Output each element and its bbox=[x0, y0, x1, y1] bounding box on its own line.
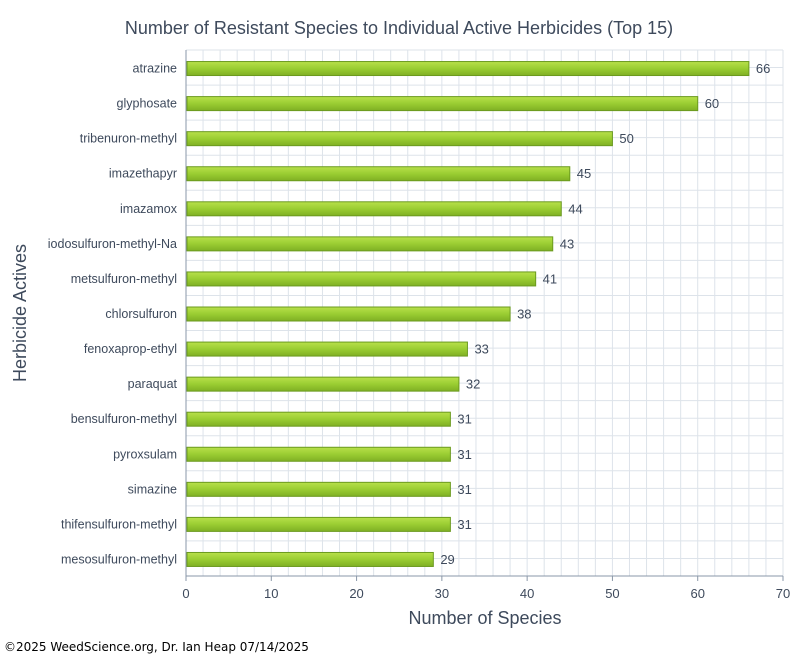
bar-thifensulfuron-methyl bbox=[186, 516, 451, 532]
data-labels: 66 60 50 45 44 43 41 38 33 32 31 31 31 31 29 bbox=[440, 61, 770, 567]
bar-imazamox bbox=[186, 201, 562, 217]
data-label-imazamox: 44 bbox=[568, 201, 582, 216]
category-label-atrazine: atrazine bbox=[133, 62, 178, 76]
category-label-paraquat: paraquat bbox=[128, 377, 178, 391]
bar-simazine bbox=[186, 481, 451, 497]
category-label-metsulfuron-methyl: metsulfuron-methyl bbox=[71, 272, 177, 286]
bar-iodosulfuron-methyl-Na bbox=[186, 236, 554, 252]
data-label-tribenuron-methyl: 50 bbox=[619, 131, 633, 146]
category-label-chlorsulfuron: chlorsulfuron bbox=[105, 307, 177, 321]
x-tick-label: 0 bbox=[182, 586, 189, 601]
bar-fenoxaprop-ethyl bbox=[186, 341, 468, 357]
bar-chlorsulfuron bbox=[186, 306, 511, 322]
data-label-metsulfuron-methyl: 41 bbox=[543, 271, 557, 286]
category-label-imazamox: imazamox bbox=[120, 202, 178, 216]
category-label-bensulfuron-methyl: bensulfuron-methyl bbox=[71, 412, 177, 426]
x-tick-label: 30 bbox=[435, 586, 449, 601]
data-label-atrazine: 66 bbox=[756, 61, 770, 76]
bar-mesosulfuron-methyl bbox=[186, 551, 434, 567]
x-tick-label: 20 bbox=[349, 586, 363, 601]
data-label-fenoxaprop-ethyl: 33 bbox=[474, 342, 488, 357]
x-tick-label: 10 bbox=[264, 586, 278, 601]
category-label-glyphosate: glyphosate bbox=[117, 97, 178, 111]
x-tick-labels: 0 10 20 30 40 50 60 70 bbox=[182, 576, 790, 601]
bars bbox=[186, 61, 750, 567]
category-label-tribenuron-methyl: tribenuron-methyl bbox=[80, 132, 177, 146]
copyright-footer: ©2025 WeedScience.org, Dr. Ian Heap 07/1… bbox=[4, 640, 309, 654]
data-label-paraquat: 32 bbox=[466, 377, 480, 392]
category-label-imazethapyr: imazethapyr bbox=[109, 167, 177, 181]
bar-glyphosate bbox=[186, 96, 699, 112]
data-label-pyroxsulam: 31 bbox=[457, 447, 471, 462]
x-axis-label: Number of Species bbox=[408, 608, 561, 628]
category-label-mesosulfuron-methyl: mesosulfuron-methyl bbox=[61, 552, 177, 566]
category-label-thifensulfuron-methyl: thifensulfuron-methyl bbox=[61, 517, 177, 531]
bar-paraquat bbox=[186, 376, 460, 392]
category-label-iodosulfuron-methyl-Na: iodosulfuron-methyl-Na bbox=[48, 237, 177, 251]
category-label-pyroxsulam: pyroxsulam bbox=[113, 447, 177, 461]
data-label-glyphosate: 60 bbox=[705, 96, 719, 111]
category-label-fenoxaprop-ethyl: fenoxaprop-ethyl bbox=[84, 342, 177, 356]
data-label-simazine: 31 bbox=[457, 482, 471, 497]
bar-pyroxsulam bbox=[186, 446, 451, 462]
bar-bensulfuron-methyl bbox=[186, 411, 451, 427]
data-label-mesosulfuron-methyl: 29 bbox=[440, 552, 454, 567]
chart-title: Number of Resistant Species to Individua… bbox=[125, 18, 673, 38]
category-labels: atrazine glyphosate tribenuron-methyl imaze… bbox=[48, 62, 178, 567]
data-label-chlorsulfuron: 38 bbox=[517, 307, 531, 322]
x-tick-label: 50 bbox=[605, 586, 619, 601]
bar-atrazine bbox=[186, 61, 750, 77]
x-tick-label: 60 bbox=[690, 586, 704, 601]
data-label-imazethapyr: 45 bbox=[577, 166, 591, 181]
herbicide-resistance-chart: Number of Resistant Species to Individua… bbox=[10, 18, 790, 628]
bar-imazethapyr bbox=[186, 166, 571, 182]
data-label-iodosulfuron-methyl-Na: 43 bbox=[560, 236, 574, 251]
data-label-bensulfuron-methyl: 31 bbox=[457, 412, 471, 427]
category-label-simazine: simazine bbox=[128, 482, 177, 496]
x-tick-label: 70 bbox=[776, 586, 790, 601]
bar-metsulfuron-methyl bbox=[186, 271, 537, 287]
data-label-thifensulfuron-methyl: 31 bbox=[457, 517, 471, 532]
bar-tribenuron-methyl bbox=[186, 131, 613, 147]
x-tick-label: 40 bbox=[520, 586, 534, 601]
y-axis-label: Herbicide Actives bbox=[10, 244, 30, 382]
